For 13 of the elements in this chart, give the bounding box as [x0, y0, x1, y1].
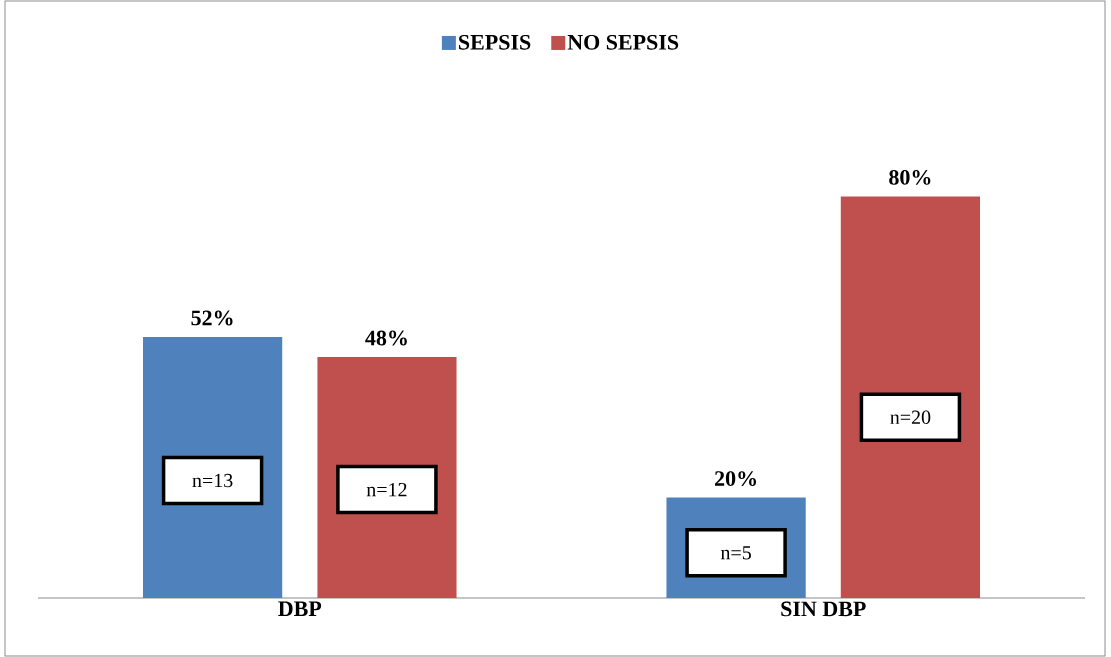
legend-label: SEPSIS	[459, 34, 531, 50]
legend-label: NO SEPSIS	[567, 34, 679, 50]
data-label: 48%	[365, 330, 407, 346]
data-label: 20%	[715, 471, 757, 487]
x-tick-label: DBP	[278, 601, 322, 616]
data-label: 52%	[191, 310, 233, 326]
annotation: n=5	[720, 546, 751, 560]
data-label: 80%	[889, 169, 931, 185]
annotation: n=12	[366, 482, 407, 497]
annotation: n=13	[192, 473, 233, 488]
x-tick-label: SIN DBP	[781, 601, 866, 617]
annotation: n=20	[890, 410, 931, 425]
bar	[840, 196, 981, 598]
